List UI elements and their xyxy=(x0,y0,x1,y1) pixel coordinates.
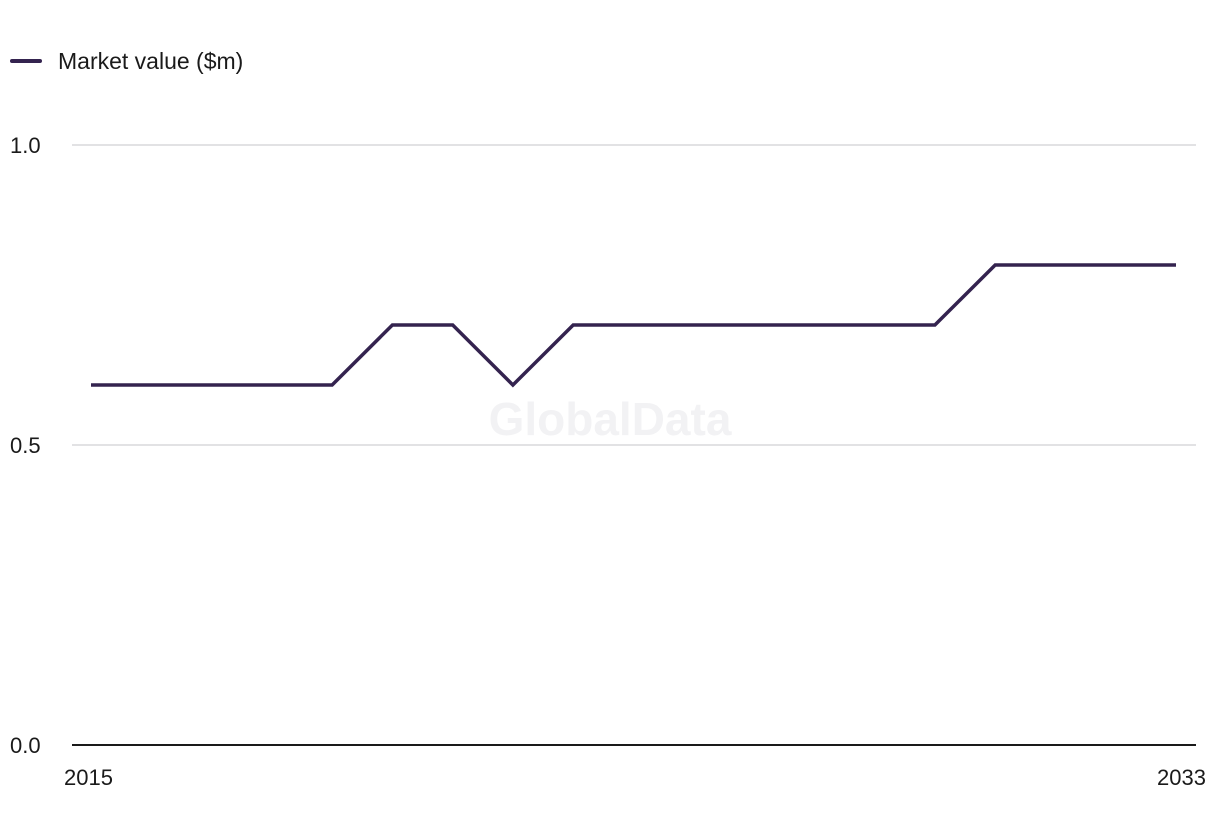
legend-line-swatch xyxy=(10,59,42,63)
series-line-market-value xyxy=(91,263,1176,388)
watermark: GlobalData xyxy=(489,393,732,445)
y-tick-label: 1.0 xyxy=(10,133,41,158)
x-tick-labels: 2015 2033 xyxy=(64,765,1206,790)
y-tick-label: 0.5 xyxy=(10,433,41,458)
chart-legend: Market value ($m) xyxy=(10,46,243,76)
x-tick-label: 2033 xyxy=(1157,765,1206,790)
y-tick-labels: 0.0 0.5 1.0 xyxy=(10,133,41,758)
legend-label: Market value ($m) xyxy=(58,47,244,74)
y-tick-label: 0.0 xyxy=(10,733,41,758)
series-layer xyxy=(91,263,1176,388)
gridlines xyxy=(72,144,1196,446)
x-tick-label: 2015 xyxy=(64,765,113,790)
